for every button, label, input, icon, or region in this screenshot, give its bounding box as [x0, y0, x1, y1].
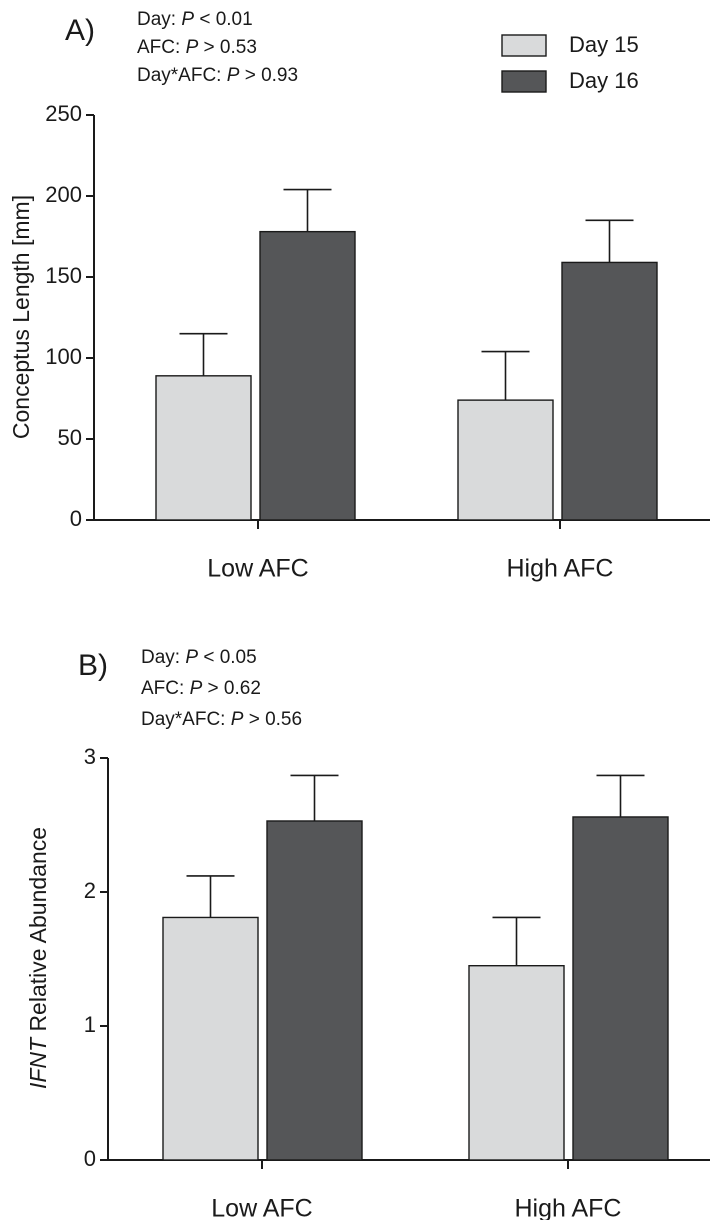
y-tick-label: 1 — [84, 1012, 96, 1037]
bar-day-15 — [468, 965, 565, 1161]
y-tick-label: 3 — [84, 744, 96, 769]
bar-day-16 — [572, 816, 669, 1161]
y-tick-label: 50 — [58, 425, 82, 450]
stat-prefix: Day: — [141, 647, 185, 668]
stat-suffix: < 0.05 — [198, 647, 257, 668]
bar-day-16 — [266, 820, 363, 1161]
y-tick-label: 0 — [70, 506, 82, 531]
y-axis-label-part: Relative Abundance — [25, 827, 51, 1038]
stat-annotation: AFC: P > 0.62 — [141, 678, 261, 699]
legend-label: Day 15 — [569, 32, 639, 57]
legend-swatch — [501, 70, 547, 93]
stat-annotation: Day*AFC: P > 0.56 — [141, 709, 302, 730]
stat-suffix: > 0.56 — [243, 709, 302, 730]
legend-swatch — [501, 34, 547, 57]
y-tick-label: 250 — [45, 101, 82, 126]
y-tick-label: 100 — [45, 344, 82, 369]
y-tick-label: 200 — [45, 182, 82, 207]
stat-p: P — [227, 65, 240, 86]
x-category-label: High AFC — [507, 555, 614, 583]
legend: Day 15 Day 16 — [501, 32, 639, 93]
stat-p: P — [186, 37, 199, 58]
y-tick-label: 2 — [84, 878, 96, 903]
bar-day-15 — [155, 375, 252, 521]
stat-prefix: Day: — [137, 9, 181, 30]
stat-prefix: Day*AFC: — [141, 709, 231, 730]
stat-suffix: > 0.53 — [198, 37, 257, 58]
chart-panel-b: B) Day: P < 0.05 AFC: P > 0.62 Day*AFC: P >… — [25, 647, 710, 1220]
stat-annotation: AFC: P > 0.53 — [137, 37, 257, 58]
bar-day-15 — [162, 916, 259, 1161]
stat-annotation: Day*AFC: P > 0.93 — [137, 65, 298, 86]
stat-annotation: Day: P < 0.05 — [141, 647, 257, 668]
stat-p: P — [231, 709, 244, 730]
panel-label: B) — [78, 649, 108, 682]
y-axis-label-part: Conceptus Length [mm] — [8, 195, 34, 439]
stat-prefix: AFC: — [141, 678, 190, 699]
x-category-label: Low AFC — [207, 555, 308, 583]
stat-prefix: Day*AFC: — [137, 65, 227, 86]
stat-p: P — [190, 678, 203, 699]
y-tick-label: 150 — [45, 263, 82, 288]
x-category-label: Low AFC — [211, 1195, 312, 1220]
stat-prefix: AFC: — [137, 37, 186, 58]
stat-p: P — [181, 9, 194, 30]
bar-day-16 — [259, 230, 356, 521]
stat-suffix: > 0.93 — [239, 65, 298, 86]
panel-label: A) — [65, 14, 95, 47]
bar-day-15 — [457, 399, 554, 521]
y-axis-label: Conceptus Length [mm] — [8, 195, 34, 439]
chart-panel-a: A) Day: P < 0.01 AFC: P > 0.53 Day*AFC: P >… — [8, 9, 710, 583]
stat-suffix: > 0.62 — [202, 678, 261, 699]
y-axis-label: IFNT Relative Abundance — [25, 827, 51, 1089]
y-tick-label: 0 — [84, 1146, 96, 1171]
stat-p: P — [185, 647, 198, 668]
legend-label: Day 16 — [569, 68, 639, 93]
y-axis-label-part: IFNT — [25, 1036, 51, 1089]
bar-day-16 — [561, 261, 658, 521]
x-category-label: High AFC — [515, 1195, 622, 1220]
stat-annotation: Day: P < 0.01 — [137, 9, 253, 30]
stat-suffix: < 0.01 — [194, 9, 253, 30]
